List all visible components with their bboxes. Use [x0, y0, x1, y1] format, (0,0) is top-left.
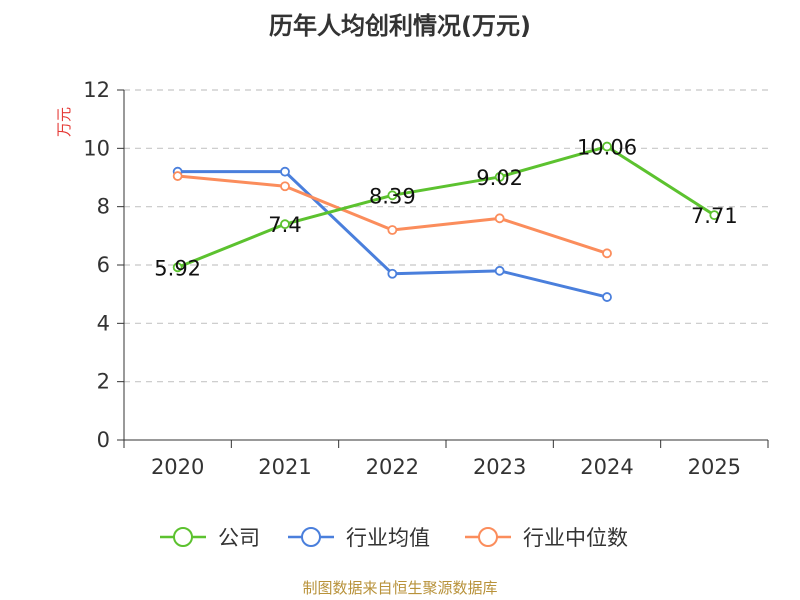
chart-title: 历年人均创利情况(万元) — [269, 12, 531, 40]
data-point — [387, 190, 398, 201]
x-tick-label: 2020 — [151, 455, 204, 479]
legend-marker — [478, 527, 498, 547]
x-tick-label: 2021 — [258, 455, 311, 479]
legend-marker — [301, 527, 321, 547]
data-point — [494, 172, 505, 182]
y-tick-label: 8 — [97, 195, 110, 219]
legend-label: 行业中位数 — [523, 526, 628, 550]
data-point — [602, 292, 612, 302]
data-label: 5.92 — [154, 256, 201, 280]
legend-marker — [173, 527, 193, 547]
y-tick-label: 2 — [97, 370, 110, 394]
data-label: 8.39 — [369, 184, 416, 208]
y-tick-label: 12 — [83, 78, 110, 102]
x-tick-label: 2022 — [366, 455, 419, 479]
data-point — [280, 166, 290, 177]
data-point — [602, 248, 612, 259]
legend-label: 公司 — [218, 526, 260, 550]
x-tick-label: 2025 — [688, 455, 741, 479]
data-point — [280, 181, 290, 192]
y-tick-label: 6 — [97, 253, 110, 277]
data-label: 9.02 — [476, 166, 523, 190]
data-point — [602, 141, 612, 152]
data-point — [280, 219, 290, 230]
data-point — [494, 213, 505, 224]
legend-item: 公司 — [160, 526, 260, 550]
data-label: 7.4 — [268, 213, 301, 237]
data-point — [172, 171, 183, 181]
x-tick-label: 2024 — [580, 455, 633, 479]
data-point — [709, 210, 720, 221]
y-tick-label: 0 — [97, 428, 110, 452]
y-tick-label: 10 — [83, 136, 110, 160]
data-point — [172, 262, 183, 273]
x-tick-label: 2023 — [473, 455, 526, 479]
data-label: 10.06 — [577, 136, 637, 160]
y-tick-label: 4 — [97, 311, 110, 335]
data-point — [494, 265, 505, 276]
source-footer: 制图数据来自恒生聚源数据库 — [302, 579, 498, 597]
data-point — [387, 225, 398, 235]
series-line — [177, 145, 716, 269]
legend-item: 行业中位数 — [465, 526, 628, 550]
legend-item: 行业均值 — [288, 526, 430, 550]
y-axis-label: 万元 — [55, 107, 73, 137]
legend-label: 行业均值 — [346, 526, 430, 550]
data-point — [387, 268, 398, 279]
data-label: 7.71 — [691, 204, 738, 228]
